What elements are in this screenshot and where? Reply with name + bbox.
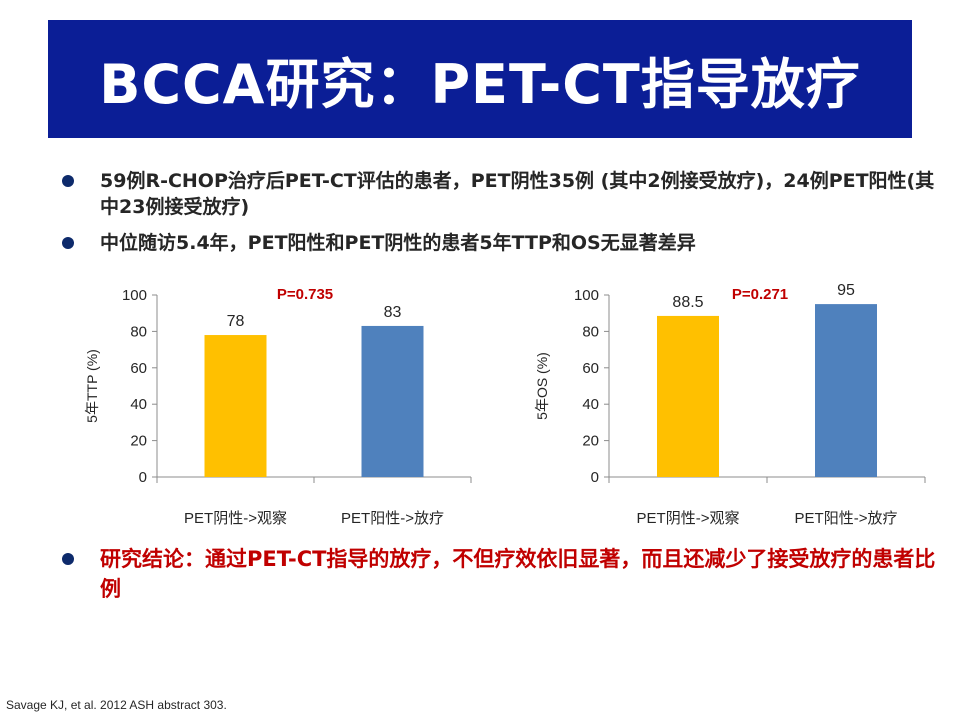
os-bar	[657, 315, 719, 477]
bullet-list: 59例R-CHOP治疗后PET-CT评估的患者，PET阴性35例 (其中2例接受…	[60, 168, 950, 266]
os-y-tick-label: 20	[582, 433, 599, 450]
ttp-value-label: 83	[384, 304, 402, 321]
ttp-value-label: 78	[227, 313, 245, 330]
ttp-y-tick-label: 60	[130, 360, 147, 377]
bullet-text: 59例R-CHOP治疗后PET-CT评估的患者，PET阴性35例 (其中2例接受…	[100, 170, 935, 218]
conclusion-block: 研究结论：通过PET-CT指导的放疗，不但疗效依旧显著，而且还减少了接受放疗的患…	[60, 544, 950, 614]
os-y-axis-label: 5年OS (%)	[534, 352, 550, 420]
ttp-y-tick-label: 100	[122, 287, 147, 304]
ttp-y-tick-label: 0	[139, 469, 147, 486]
os-y-tick-label: 40	[582, 396, 599, 413]
os-y-tick-label: 100	[574, 287, 599, 304]
slide-title: BCCA研究：PET-CT指导放疗	[99, 52, 861, 116]
os-y-tick-label: 0	[591, 469, 599, 486]
ttp-p-value: P=0.735	[277, 286, 333, 303]
ttp-y-tick-label: 40	[130, 396, 147, 413]
bullet-item: 中位随访5.4年，PET阳性和PET阴性的患者5年TTP和OS无显著差异	[60, 230, 950, 256]
ttp-bar	[204, 335, 267, 477]
os-category-label: PET阳性->放疗	[795, 510, 898, 527]
conclusion-text: 研究结论：通过PET-CT指导的放疗，不但疗效依旧显著，而且还减少了接受放疗的患…	[100, 547, 936, 601]
os-bar-chart: 0 20 40 60 80 100 5年OS (%) 88.5 PET阴性->观察 95 PET阳性…	[534, 282, 926, 527]
os-value-label: 88.5	[672, 294, 703, 311]
ttp-bar-chart: 0 20 40 60 80 100 5年TTP (%) 78 PET阴性->观察 83 PET阳性-…	[84, 286, 472, 527]
citation: Savage KJ, et al. 2012 ASH abstract 303.	[6, 698, 227, 712]
bullet-item: 59例R-CHOP治疗后PET-CT评估的患者，PET阴性35例 (其中2例接受…	[60, 168, 950, 220]
ttp-y-axis-label: 5年TTP (%)	[84, 349, 100, 423]
ttp-y-tick-label: 80	[130, 323, 147, 340]
conclusion-item: 研究结论：通过PET-CT指导的放疗，不但疗效依旧显著，而且还减少了接受放疗的患…	[60, 544, 950, 604]
ttp-category-label: PET阳性->放疗	[341, 510, 444, 527]
bullet-text: 中位随访5.4年，PET阳性和PET阴性的患者5年TTP和OS无显著差异	[100, 232, 696, 254]
os-category-label: PET阴性->观察	[637, 509, 740, 527]
os-y-tick-label: 60	[582, 360, 599, 377]
ttp-y-tick-label: 20	[130, 433, 147, 450]
os-bar	[815, 304, 877, 477]
title-banner: BCCA研究：PET-CT指导放疗	[48, 20, 912, 138]
ttp-category-label: PET阴性->观察	[184, 509, 287, 527]
ttp-bar	[361, 325, 424, 477]
os-y-tick-label: 80	[582, 323, 599, 340]
os-p-value: P=0.271	[732, 286, 788, 303]
bullet-dot-icon	[62, 553, 74, 565]
os-value-label: 95	[837, 282, 855, 299]
bullet-dot-icon	[62, 237, 74, 249]
bullet-dot-icon	[62, 175, 74, 187]
